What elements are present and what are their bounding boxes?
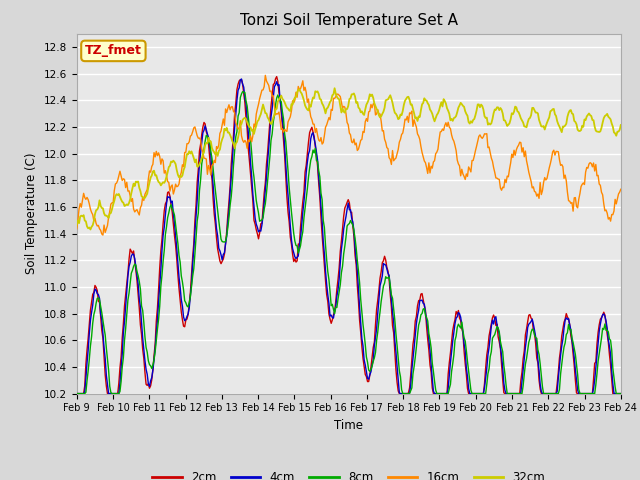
Text: TZ_fmet: TZ_fmet [85, 44, 142, 58]
Legend: 2cm, 4cm, 8cm, 16cm, 32cm: 2cm, 4cm, 8cm, 16cm, 32cm [148, 466, 550, 480]
Y-axis label: Soil Temperature (C): Soil Temperature (C) [25, 153, 38, 275]
Title: Tonzi Soil Temperature Set A: Tonzi Soil Temperature Set A [240, 13, 458, 28]
X-axis label: Time: Time [334, 419, 364, 432]
